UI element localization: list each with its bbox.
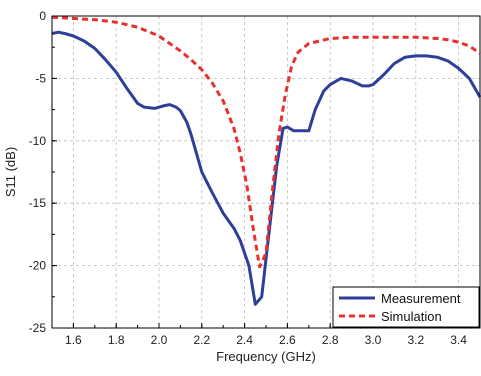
y-tick-label: -20 [29, 259, 47, 273]
y-tick-label: -15 [29, 196, 47, 210]
y-axis-title: S11 (dB) [3, 147, 18, 197]
x-tick-label: 2.0 [151, 333, 168, 347]
y-tick-label: -5 [35, 71, 46, 85]
x-tick-label: 2.2 [193, 333, 210, 347]
y-tick-label: -10 [29, 134, 47, 148]
series-lines [51, 15, 481, 306]
legend-label-simulation: Simulation [381, 309, 442, 324]
x-tick-label: 1.6 [65, 333, 82, 347]
x-tick-label: 1.8 [108, 333, 125, 347]
x-tick-label: 2.8 [322, 333, 339, 347]
x-tick-label: 3.2 [407, 333, 424, 347]
legend: Measurement Simulation [332, 286, 480, 328]
x-tick-label: 3.4 [450, 333, 467, 347]
tick-labels: 1.6 1.8 2.0 2.2 2.4 2.6 2.8 3.0 3.2 3.4 0 -5 -10 -15 -… [29, 9, 468, 347]
grid-lines [52, 15, 480, 329]
legend-box [332, 286, 480, 328]
y-tick-label: -25 [29, 321, 47, 335]
series-line-measurement [51, 30, 481, 306]
x-tick-label: 2.6 [279, 333, 296, 347]
x-tick-label: 3.0 [365, 333, 382, 347]
x-axis-title: Frequency (GHz) [216, 349, 316, 364]
y-tick-label: 0 [39, 9, 46, 23]
legend-label-measurement: Measurement [381, 291, 461, 306]
x-tick-label: 2.4 [236, 333, 253, 347]
series-line-simulation [51, 15, 481, 269]
